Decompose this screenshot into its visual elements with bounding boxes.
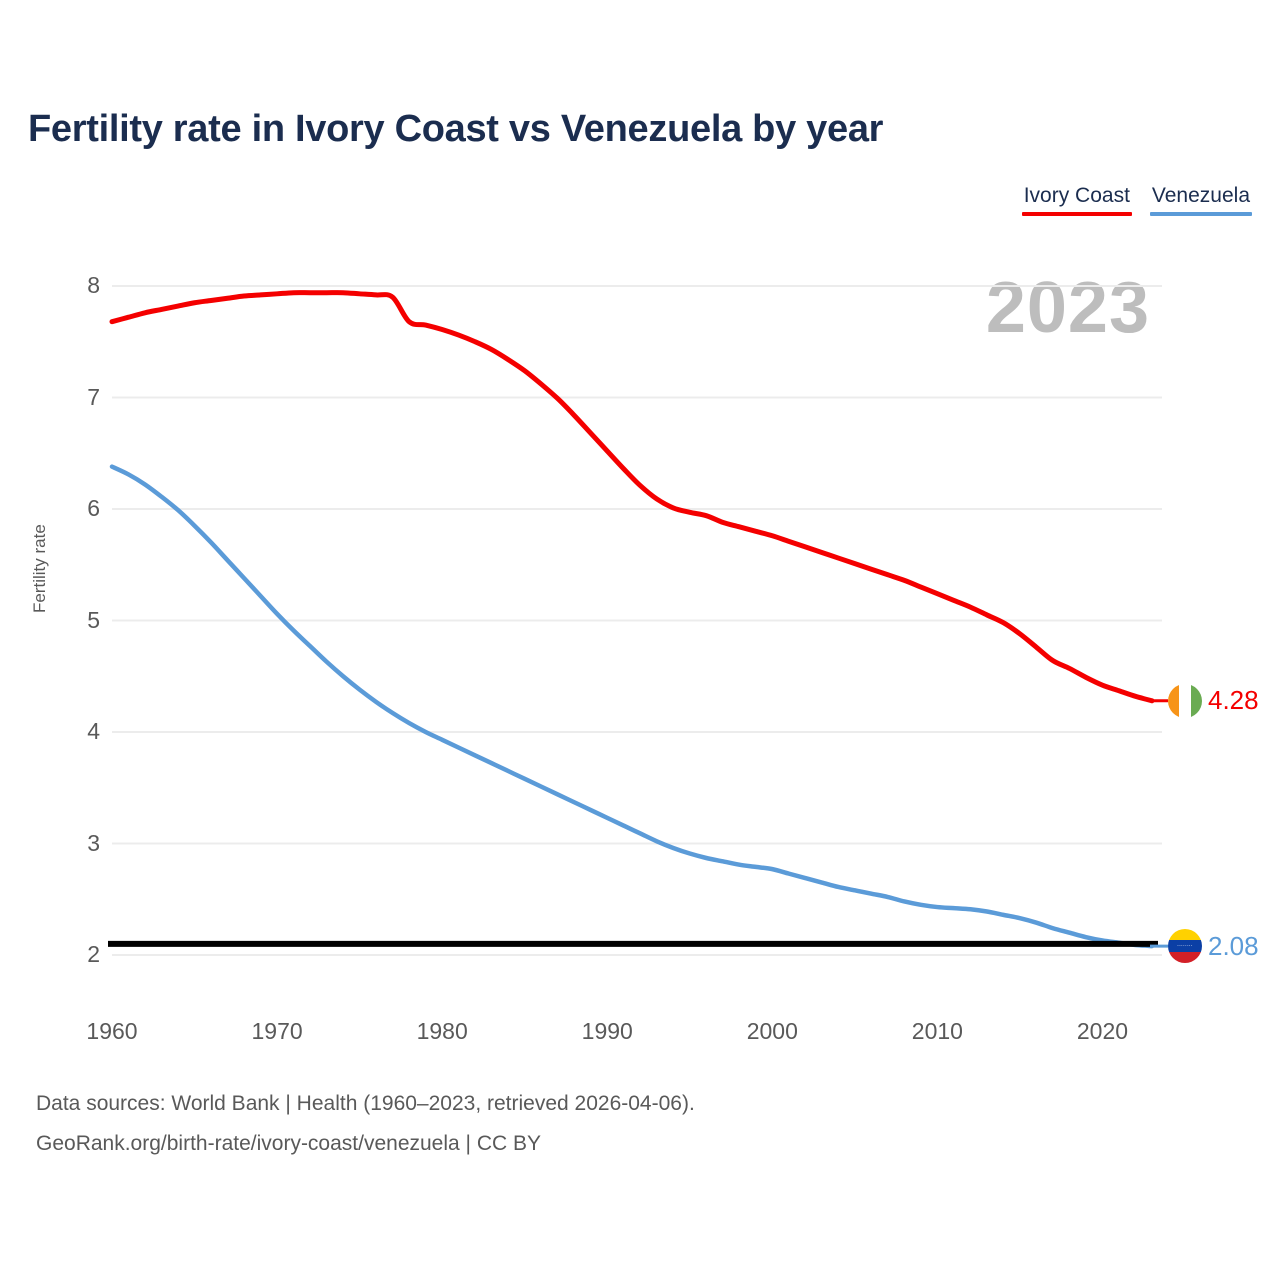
x-tick-label: 1970 xyxy=(251,1018,303,1044)
y-tick-label: 8 xyxy=(87,272,100,298)
venezuela-flag-icon: ∙∙∙∙∙∙∙∙ xyxy=(1168,929,1202,964)
chart-canvas xyxy=(108,285,1168,956)
year-watermark: 2023 xyxy=(985,268,1150,348)
y-tick-label: 7 xyxy=(87,383,100,410)
x-tick-label: 1980 xyxy=(416,1018,468,1044)
legend-label-venezuela: Venezuela xyxy=(1151,184,1250,207)
legend-label-ivory-coast: Ivory Coast xyxy=(1023,184,1130,207)
gridlines xyxy=(112,285,1162,956)
footer-line-url[interactable]: GeoRank.org/birth-rate/ivory-coast/venez… xyxy=(36,1132,542,1155)
chart-legend: Ivory Coast Venezuela xyxy=(1021,183,1252,216)
y-tick-label: 4 xyxy=(87,718,100,744)
x-axis-ticks: 1960 1970 1980 1990 2000 2010 2020 xyxy=(0,1018,1280,1052)
x-tick-label: 2000 xyxy=(746,1018,798,1044)
x-tick-label: 1990 xyxy=(581,1018,633,1044)
y-tick-label: 5 xyxy=(87,606,100,633)
page-title: Fertility rate in Ivory Coast vs Venezue… xyxy=(28,108,884,150)
legend-swatch-ivory-coast xyxy=(1021,212,1132,216)
legend-item-ivory-coast[interactable]: Ivory Coast xyxy=(1021,183,1132,216)
series-line-venezuela xyxy=(109,464,1155,949)
x-tick-label: 2020 xyxy=(1076,1018,1129,1044)
endpoint-value: 4.28 xyxy=(1208,685,1259,716)
footer-credits: Data sources: World Bank | Health (1960–… xyxy=(36,1084,695,1164)
y-tick-label: 2 xyxy=(87,941,100,967)
x-tick-label: 2010 xyxy=(911,1018,963,1044)
plot-area: 2 3 4 5 6 7 8 xyxy=(0,240,1280,1000)
legend-swatch-venezuela xyxy=(1149,212,1252,216)
endpoint-value: 2.08 xyxy=(1208,930,1259,961)
y-tick-label: 6 xyxy=(87,495,100,521)
endpoint-ivory-coast[interactable]: 4.28 xyxy=(1168,683,1259,718)
x-tick-label: 1960 xyxy=(86,1018,138,1044)
ivory-coast-flag-icon xyxy=(1168,683,1202,718)
endpoint-venezuela[interactable]: ∙∙∙∙∙∙∙∙ 2.08 xyxy=(1168,929,1259,964)
series-line-ivory-coast xyxy=(109,290,1155,704)
legend-item-venezuela[interactable]: Venezuela xyxy=(1149,183,1252,216)
y-tick-label: 3 xyxy=(87,829,100,856)
footer-line-sources: Data sources: World Bank | Health (1960–… xyxy=(36,1092,695,1115)
